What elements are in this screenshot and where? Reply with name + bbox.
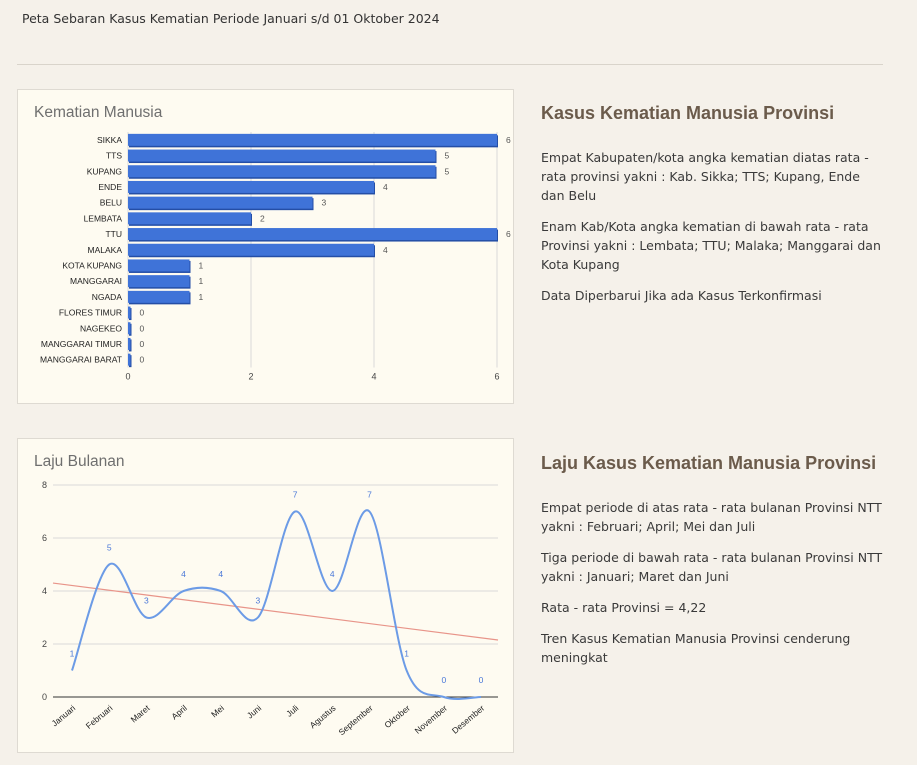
bar <box>128 165 436 178</box>
data-label: 3 <box>256 596 261 606</box>
category-label: KOTA KUPANG <box>62 260 122 270</box>
category-label: TTU <box>105 229 122 239</box>
section-heading: Kasus Kematian Manusia Provinsi <box>541 103 835 123</box>
data-label: 0 <box>140 323 145 333</box>
category-label: FLORES TIMUR <box>59 308 122 318</box>
bar <box>128 290 190 303</box>
bar <box>128 353 131 366</box>
trendline <box>52 582 499 641</box>
category-label: MANGGARAI BARAT <box>40 355 122 365</box>
paragraph: Data Diperbarui Jika ada Kasus Terkonfir… <box>541 288 822 303</box>
data-label: 2 <box>260 213 265 223</box>
x-tick-label: September <box>336 703 374 737</box>
data-label: 1 <box>70 649 75 659</box>
paragraph: Enam Kab/Kota angka kematian di bawah ra… <box>541 219 881 272</box>
bar <box>128 196 313 209</box>
data-label: 4 <box>383 182 388 192</box>
section-heading: Laju Kasus Kematian Manusia Provinsi <box>541 453 877 473</box>
x-tick-label: April <box>169 703 189 722</box>
y-tick-label: 2 <box>42 639 47 649</box>
bar-chart-card: Kematian Manusia 0 2 4 6 SIKKA 6 TTS 5 KUPANG 5 EN… <box>17 89 514 404</box>
bar <box>128 306 131 319</box>
chart-title: Laju Bulanan <box>34 453 125 470</box>
category-label: KUPANG <box>87 166 122 176</box>
paragraph: Rata - rata Provinsi = 4,22 <box>541 600 707 615</box>
category-label: NGADA <box>92 292 123 302</box>
bar <box>128 180 374 193</box>
series-line <box>71 509 482 700</box>
data-label: 4 <box>181 569 186 579</box>
data-label: 1 <box>199 260 204 270</box>
x-tick-label: Juni <box>245 703 263 721</box>
data-label: 7 <box>367 490 372 500</box>
data-label: 4 <box>330 569 335 579</box>
bar <box>128 259 190 272</box>
data-label: 5 <box>445 166 450 176</box>
data-label: 0 <box>479 675 484 685</box>
category-label: TTS <box>106 151 122 161</box>
data-label: 0 <box>140 308 145 318</box>
x-tick-label: Agustus <box>308 703 338 730</box>
paragraph: Tren Kasus Kematian Manusia Provinsi cen… <box>541 631 851 665</box>
paragraph: Tiga periode di bawah rata - rata bulana… <box>541 550 883 584</box>
category-label: MALAKA <box>88 245 123 255</box>
category-label: NAGEKEO <box>80 323 122 333</box>
bar-chart: 0 2 4 6 SIKKA 6 TTS 5 KUPANG 5 ENDE 4 BELU 3 LEMBATA 2 T… <box>40 132 511 382</box>
data-label: 4 <box>383 245 388 255</box>
bar <box>128 243 374 256</box>
data-label: 5 <box>107 543 112 553</box>
x-tick-label: 6 <box>494 372 499 382</box>
y-tick-label: 4 <box>42 586 47 596</box>
line-chart-card: Laju Bulanan 0 2 4 6 8 1 5 3 4 4 3 7 4 7 1 0 0 Januari Feb… <box>17 438 514 753</box>
page-title: Peta Sebaran Kasus Kematian Periode Janu… <box>22 11 440 26</box>
data-label: 0 <box>140 339 145 349</box>
data-label: 5 <box>445 151 450 161</box>
x-tick-label: 2 <box>248 372 253 382</box>
paragraph: Empat Kabupaten/kota angka kematian diat… <box>541 150 869 203</box>
bar <box>128 275 190 288</box>
x-tick-label: Januari <box>49 703 77 729</box>
x-tick-label: 4 <box>371 372 376 382</box>
bar <box>128 212 251 225</box>
data-label: 4 <box>218 569 223 579</box>
data-label: 1 <box>199 292 204 302</box>
x-tick-label: Februari <box>84 703 115 731</box>
category-label: MANGGARAI <box>70 276 122 286</box>
x-tick-label: Oktober <box>382 703 412 730</box>
x-tick-label: Maret <box>129 702 153 724</box>
data-label: 3 <box>322 198 327 208</box>
paragraph: Empat periode di atas rata - rata bulana… <box>541 500 882 534</box>
x-tick-label: 0 <box>125 372 130 382</box>
line-chart-description: Laju Kasus Kematian Manusia Provinsi Emp… <box>541 450 886 679</box>
bar <box>128 228 497 241</box>
divider <box>17 64 883 65</box>
category-label: LEMBATA <box>84 213 123 223</box>
data-label: 1 <box>199 276 204 286</box>
y-tick-label: 8 <box>42 480 47 490</box>
data-label: 6 <box>506 229 511 239</box>
data-label: 0 <box>441 675 446 685</box>
chart-title: Kematian Manusia <box>34 104 163 121</box>
data-label: 7 <box>293 490 298 500</box>
y-tick-label: 6 <box>42 533 47 543</box>
bar <box>128 337 131 350</box>
data-label: 6 <box>506 135 511 145</box>
y-tick-label: 0 <box>42 692 47 702</box>
data-label: 3 <box>144 596 149 606</box>
category-label: MANGGARAI TIMUR <box>41 339 122 349</box>
bar <box>128 133 497 146</box>
category-label: ENDE <box>98 182 122 192</box>
x-tick-label: Mei <box>209 703 226 720</box>
bar <box>128 149 436 162</box>
data-label: 1 <box>404 649 409 659</box>
category-label: BELU <box>100 198 122 208</box>
category-label: SIKKA <box>97 135 122 145</box>
x-tick-label: November <box>413 703 450 736</box>
x-tick-label: Desember <box>450 703 487 736</box>
bar-chart-description: Kasus Kematian Manusia Provinsi Empat Ka… <box>541 100 886 317</box>
x-tick-label: Juli <box>284 703 300 719</box>
bar <box>128 322 131 335</box>
data-label: 0 <box>140 355 145 365</box>
